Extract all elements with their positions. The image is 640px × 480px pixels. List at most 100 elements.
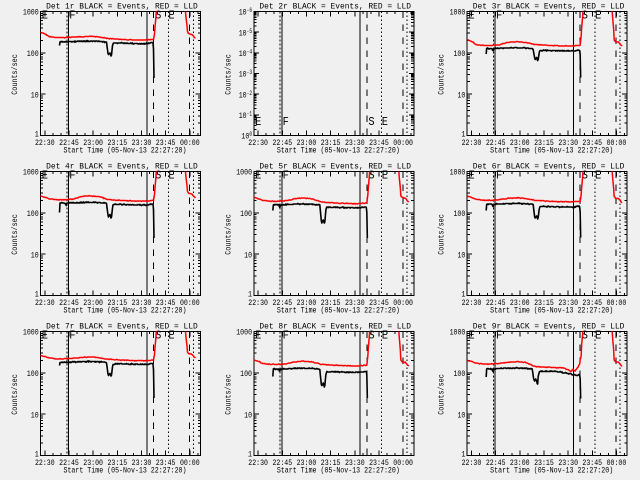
svg-text:1000: 1000	[450, 328, 466, 338]
svg-text:23:00: 23:00	[83, 458, 103, 468]
svg-text:23:30: 23:30	[558, 458, 578, 468]
svg-text:23:00: 23:00	[83, 298, 103, 308]
svg-text:23:00: 23:00	[510, 138, 530, 148]
svg-text:E: E	[595, 329, 601, 343]
svg-text:23:00: 23:00	[510, 458, 530, 468]
svg-text:23:45: 23:45	[156, 298, 176, 308]
svg-text:22:30: 22:30	[248, 298, 268, 308]
svg-text:22:45: 22:45	[59, 298, 79, 308]
svg-text:Det 7r BLACK = Events, RED = L: Det 7r BLACK = Events, RED = LLD	[46, 322, 198, 332]
svg-text:Counts/sec: Counts/sec	[437, 214, 447, 255]
svg-text:23:00: 23:00	[297, 458, 317, 468]
svg-text:Counts/sec: Counts/sec	[223, 214, 233, 255]
svg-text:-3: -3	[247, 69, 253, 76]
svg-text:1000: 1000	[236, 328, 252, 338]
svg-text:10: 10	[239, 70, 247, 80]
svg-text:Counts/sec: Counts/sec	[10, 214, 20, 255]
svg-text:F: F	[496, 9, 502, 23]
svg-text:Start Time (05-Nov-13 22:27:20: Start Time (05-Nov-13 22:27:20)	[64, 145, 187, 155]
svg-text:E: E	[42, 169, 48, 183]
svg-text:10: 10	[31, 250, 39, 260]
svg-text:22:30: 22:30	[462, 458, 482, 468]
svg-text:22:30: 22:30	[462, 298, 482, 308]
svg-text:23:45: 23:45	[156, 458, 176, 468]
svg-text:Start Time (05-Nov-13 22:27:20: Start Time (05-Nov-13 22:27:20)	[277, 465, 400, 475]
svg-text:22:30: 22:30	[462, 138, 482, 148]
svg-text:E: E	[42, 9, 48, 23]
svg-text:10: 10	[31, 90, 39, 100]
svg-text:23:30: 23:30	[132, 298, 152, 308]
svg-text:22:45: 22:45	[486, 458, 506, 468]
svg-text:23:15: 23:15	[107, 298, 127, 308]
svg-text:0: 0	[249, 131, 252, 138]
svg-text:E: E	[468, 329, 474, 343]
svg-text:-2: -2	[247, 90, 253, 97]
svg-text:23:45: 23:45	[156, 138, 176, 148]
svg-text:23:30: 23:30	[345, 458, 365, 468]
svg-text:1: 1	[248, 450, 252, 460]
svg-text:Start Time (05-Nov-13 22:27:20: Start Time (05-Nov-13 22:27:20)	[277, 305, 400, 315]
svg-text:1: 1	[461, 450, 465, 460]
svg-text:1000: 1000	[450, 168, 466, 178]
svg-text:22:45: 22:45	[59, 138, 79, 148]
svg-text:22:30: 22:30	[35, 298, 55, 308]
svg-text:E: E	[468, 169, 474, 183]
svg-text:1: 1	[461, 290, 465, 300]
svg-text:100: 100	[453, 369, 465, 379]
svg-text:00:00: 00:00	[393, 458, 413, 468]
svg-text:Counts/sec: Counts/sec	[223, 54, 233, 95]
svg-text:F: F	[496, 169, 502, 183]
svg-text:10: 10	[457, 90, 465, 100]
svg-text:E: E	[168, 169, 174, 183]
svg-text:23:15: 23:15	[321, 458, 341, 468]
svg-text:S: S	[368, 329, 374, 343]
svg-text:Det 8r BLACK = Events, RED = L: Det 8r BLACK = Events, RED = LLD	[259, 322, 411, 332]
svg-text:22:30: 22:30	[248, 138, 268, 148]
svg-text:Start Time (05-Nov-13 22:27:20: Start Time (05-Nov-13 22:27:20)	[490, 145, 613, 155]
svg-text:Counts/sec: Counts/sec	[437, 54, 447, 95]
svg-text:E: E	[468, 9, 474, 23]
svg-text:S: S	[582, 169, 588, 183]
svg-text:S: S	[368, 169, 374, 183]
svg-text:S: S	[582, 329, 588, 343]
svg-text:S: S	[155, 9, 161, 23]
svg-text:Det 1r BLACK = Events, RED = L: Det 1r BLACK = Events, RED = LLD	[46, 2, 198, 12]
svg-text:100: 100	[27, 369, 39, 379]
svg-text:S: S	[155, 169, 161, 183]
svg-text:1: 1	[35, 290, 39, 300]
svg-text:23:45: 23:45	[582, 138, 602, 148]
svg-text:23:15: 23:15	[321, 138, 341, 148]
svg-text:F: F	[69, 169, 75, 183]
svg-text:100: 100	[453, 49, 465, 59]
svg-text:23:45: 23:45	[582, 458, 602, 468]
svg-text:23:15: 23:15	[534, 298, 554, 308]
svg-text:Counts/sec: Counts/sec	[223, 374, 233, 415]
svg-text:Det 3r BLACK = Events, RED = L: Det 3r BLACK = Events, RED = LLD	[473, 2, 625, 12]
svg-text:23:00: 23:00	[297, 138, 317, 148]
svg-text:Det 5r BLACK = Events, RED = L: Det 5r BLACK = Events, RED = LLD	[259, 162, 411, 172]
svg-text:23:15: 23:15	[107, 458, 127, 468]
svg-text:10: 10	[241, 132, 249, 142]
svg-text:100: 100	[240, 369, 252, 379]
svg-text:Start Time (05-Nov-13 22:27:20: Start Time (05-Nov-13 22:27:20)	[277, 145, 400, 155]
svg-text:Counts/sec: Counts/sec	[10, 374, 20, 415]
svg-text:Counts/sec: Counts/sec	[10, 54, 20, 95]
svg-text:23:45: 23:45	[369, 458, 389, 468]
svg-text:10: 10	[239, 28, 247, 38]
svg-text:10: 10	[239, 49, 247, 59]
svg-text:F: F	[69, 329, 75, 343]
svg-text:22:30: 22:30	[35, 138, 55, 148]
svg-text:22:45: 22:45	[59, 458, 79, 468]
svg-text:23:45: 23:45	[582, 298, 602, 308]
svg-text:00:00: 00:00	[180, 458, 200, 468]
svg-text:Start Time (05-Nov-13 22:27:20: Start Time (05-Nov-13 22:27:20)	[490, 305, 613, 315]
svg-text:10: 10	[244, 410, 252, 420]
svg-text:22:45: 22:45	[272, 138, 292, 148]
svg-text:00:00: 00:00	[607, 298, 627, 308]
svg-text:Det 9r BLACK = Events, RED = L: Det 9r BLACK = Events, RED = LLD	[473, 322, 625, 332]
svg-text:1: 1	[35, 450, 39, 460]
svg-text:22:30: 22:30	[35, 458, 55, 468]
svg-text:S: S	[582, 9, 588, 23]
svg-text:22:45: 22:45	[272, 458, 292, 468]
svg-text:10: 10	[31, 410, 39, 420]
